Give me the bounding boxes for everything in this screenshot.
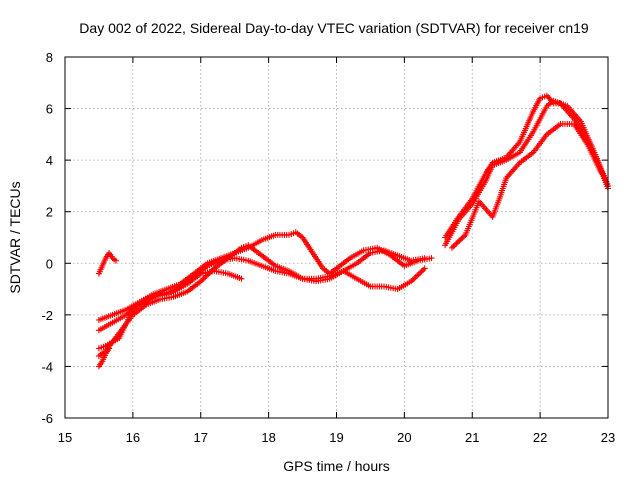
y-axis-label: SDTVAR / TECUs <box>7 181 23 293</box>
data-point <box>106 345 113 352</box>
y-tick-label: -4 <box>41 359 53 374</box>
data-point <box>238 275 245 282</box>
y-tick-label: 0 <box>46 256 53 271</box>
y-tick-label: -2 <box>41 308 53 323</box>
x-axis-label: GPS time / hours <box>283 458 390 474</box>
series-line <box>98 249 425 331</box>
y-tick-label: 2 <box>46 205 53 220</box>
series-line <box>444 94 609 238</box>
y-tick-label: 8 <box>46 50 53 65</box>
x-tick-label: 19 <box>329 430 343 445</box>
series-track-2 <box>95 247 428 334</box>
series-track-4 <box>95 242 428 360</box>
data-point <box>421 255 428 262</box>
x-tick-label: 18 <box>261 430 275 445</box>
axes: 15 16 17 18 19 20 21 22 23 -6 -4 -2 0 2 4 6 8 <box>41 50 615 445</box>
data-point <box>112 257 119 264</box>
x-tick-label: 17 <box>194 430 208 445</box>
series-track-9 <box>448 121 605 251</box>
data-point <box>598 170 605 176</box>
data-point <box>421 265 428 272</box>
x-tick-label: 15 <box>58 430 72 445</box>
series-line <box>98 231 432 321</box>
x-tick-label: 21 <box>465 430 479 445</box>
y-tick-label: -6 <box>41 411 53 426</box>
y-tick-label: 6 <box>46 102 53 117</box>
series-track-1 <box>95 229 435 323</box>
series-track-5 <box>95 345 113 370</box>
series-track-6 <box>95 250 119 277</box>
series-layer <box>95 92 611 370</box>
x-tick-label: 22 <box>533 430 547 445</box>
grid <box>65 57 608 418</box>
x-tick-label: 20 <box>397 430 411 445</box>
x-tick-label: 16 <box>126 430 140 445</box>
chart-title: Day 002 of 2022, Sidereal Day-to-day VTE… <box>79 20 589 36</box>
series-track-8 <box>442 92 611 241</box>
x-tick-label: 23 <box>601 430 615 445</box>
data-point <box>428 255 435 262</box>
y-tick-label: 4 <box>46 153 53 168</box>
